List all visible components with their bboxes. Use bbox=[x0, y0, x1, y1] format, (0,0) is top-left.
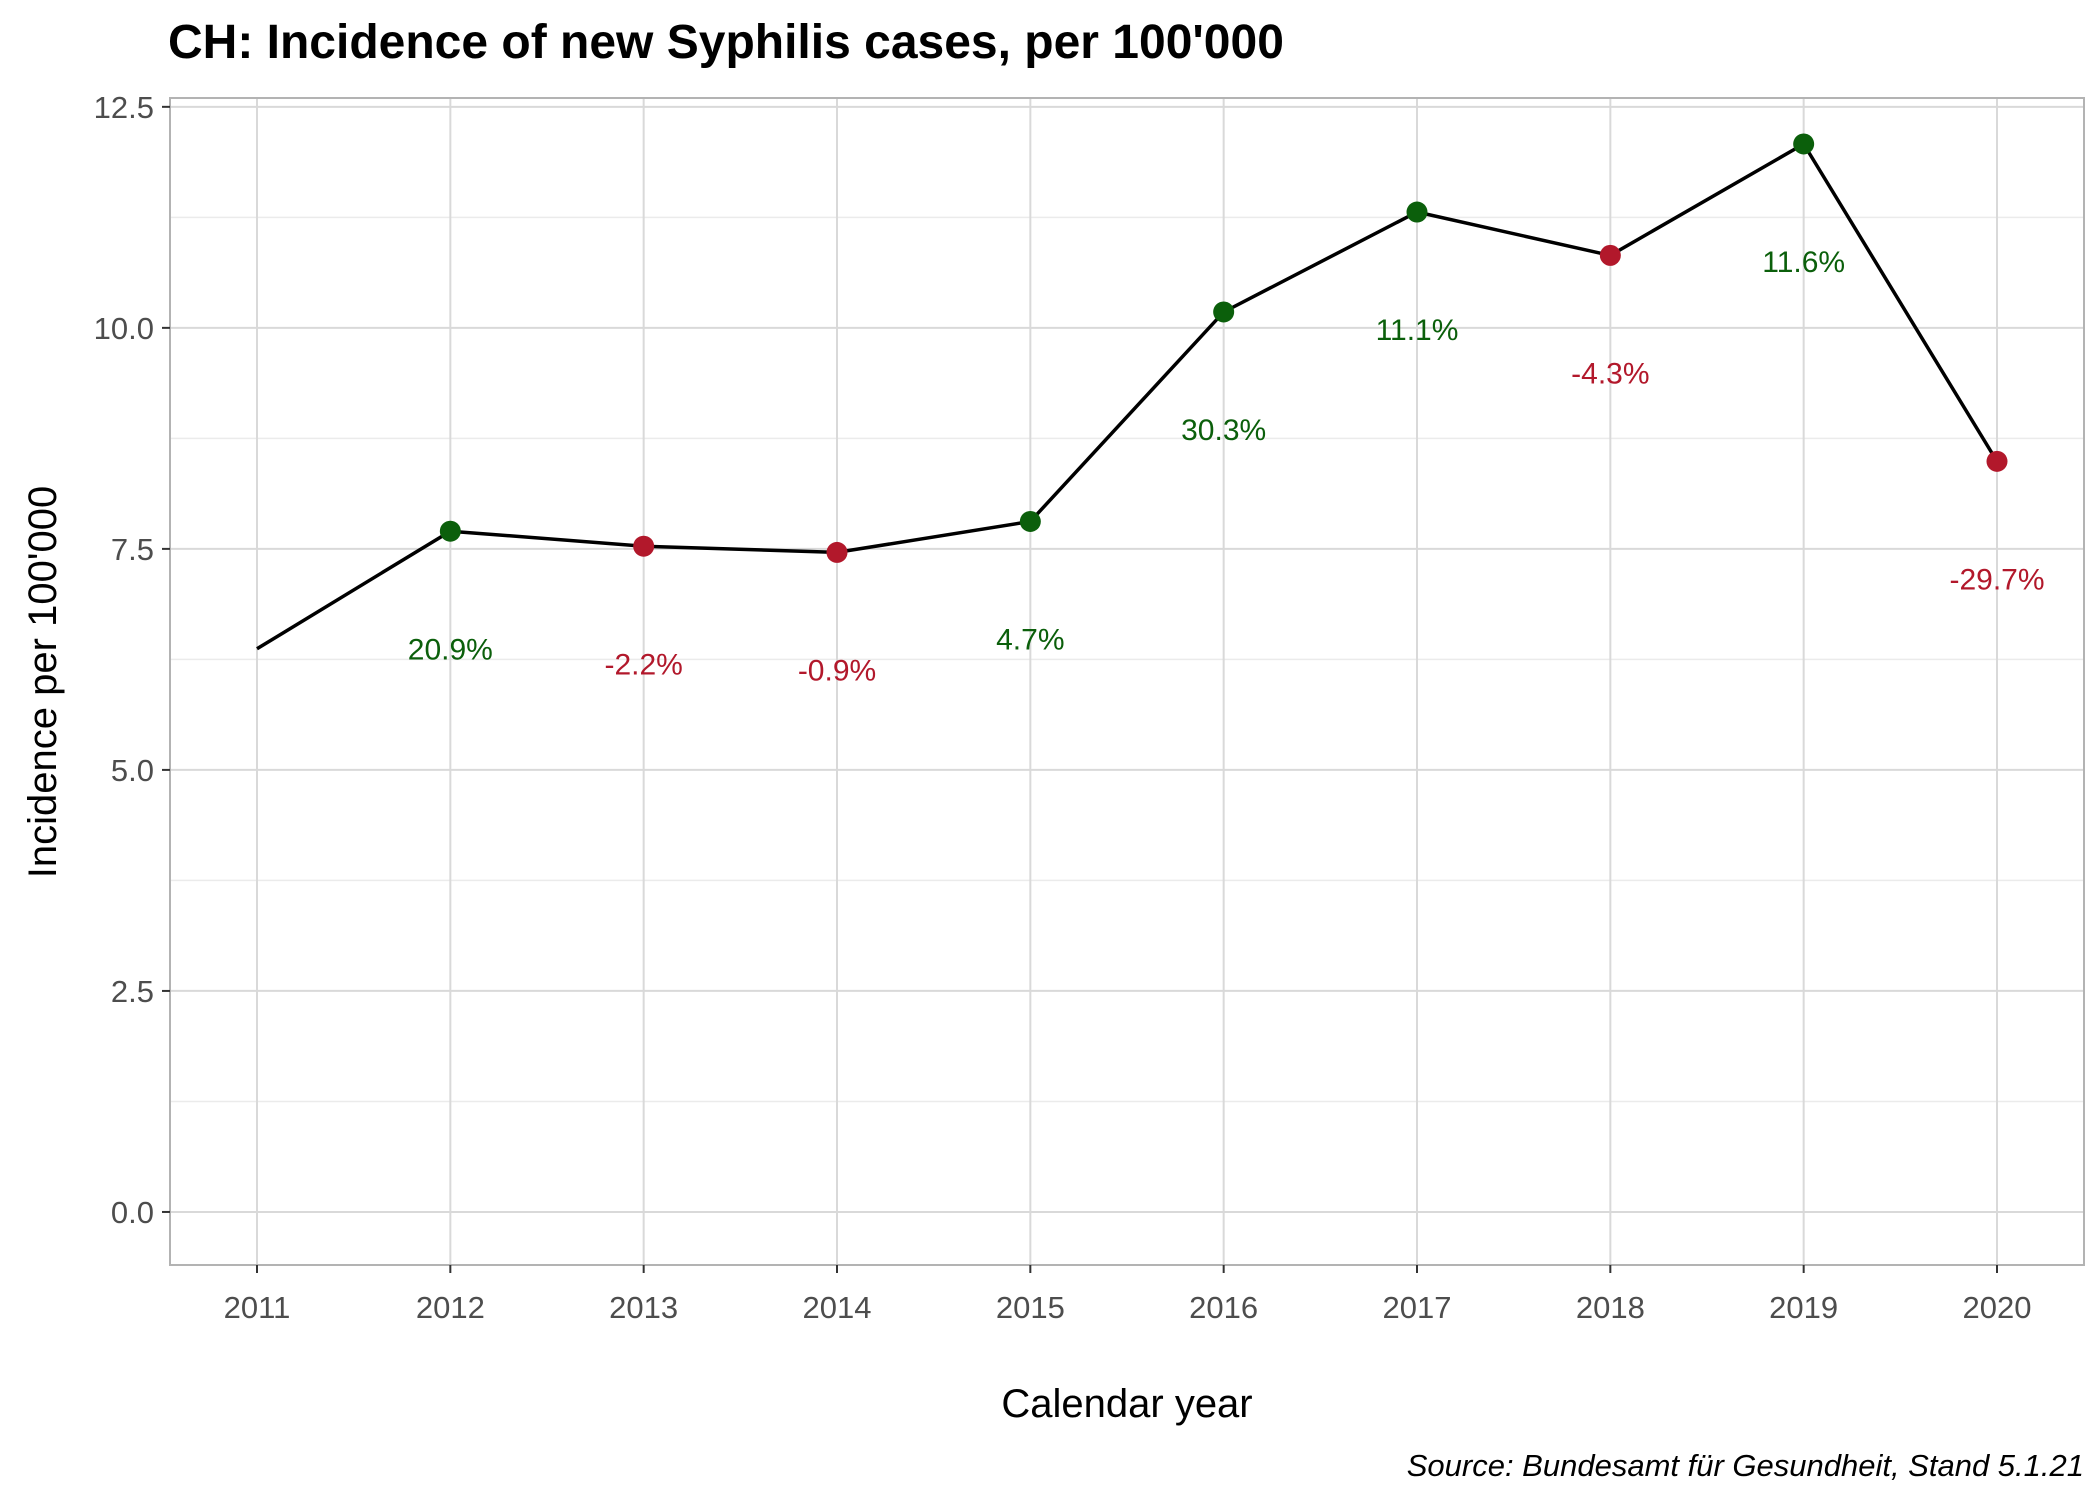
data-point-2018 bbox=[1599, 244, 1621, 266]
x-axis-title: Calendar year bbox=[1001, 1382, 1252, 1426]
series-layer bbox=[256, 133, 2008, 651]
data-point-2014 bbox=[826, 541, 848, 563]
data-point-2015 bbox=[1019, 510, 1041, 532]
change-label-2013: -2.2% bbox=[604, 648, 682, 681]
y-tick-label: 2.5 bbox=[111, 974, 154, 1009]
data-point-2016 bbox=[1213, 301, 1235, 323]
change-label-2018: -4.3% bbox=[1571, 358, 1649, 391]
x-tick-label: 2013 bbox=[609, 1290, 678, 1325]
x-tick-label: 2018 bbox=[1576, 1290, 1645, 1325]
change-label-2016: 30.3% bbox=[1181, 414, 1266, 447]
y-tick-label: 12.5 bbox=[94, 90, 154, 125]
change-label-2015: 4.7% bbox=[996, 624, 1064, 657]
y-axis-title: Incidence per 100'000 bbox=[21, 486, 65, 878]
change-labels: 20.9% -2.2% -0.9% 4.7% 30.3% 11.1% -4.3% 11.6% -… bbox=[408, 246, 2045, 687]
x-tick-label: 2012 bbox=[416, 1290, 485, 1325]
grid-lines bbox=[170, 98, 2084, 1265]
y-axis-ticks: 0.0 2.5 5.0 7.5 10.0 12.5 bbox=[94, 90, 170, 1230]
y-tick-label: 10.0 bbox=[94, 311, 154, 346]
data-point-2017 bbox=[1406, 201, 1428, 223]
x-tick-label: 2016 bbox=[1189, 1290, 1258, 1325]
data-point-2020 bbox=[1986, 450, 2008, 472]
data-point-2019 bbox=[1793, 133, 1815, 155]
x-axis-ticks: 2011 2012 2013 2014 2015 2016 2017 2018 2019 2020 bbox=[224, 1265, 2032, 1325]
change-label-2017: 11.1% bbox=[1376, 314, 1459, 347]
data-point-2012 bbox=[439, 520, 461, 542]
data-point-2013 bbox=[633, 535, 655, 557]
x-tick-label: 2020 bbox=[1963, 1290, 2032, 1325]
change-label-2019: 11.6% bbox=[1762, 246, 1845, 279]
x-tick-label: 2011 bbox=[224, 1290, 291, 1325]
chart-title: CH: Incidence of new Syphilis cases, per… bbox=[168, 16, 1284, 69]
change-label-2012: 20.9% bbox=[408, 633, 493, 666]
incidence-series-line bbox=[256, 142, 1999, 651]
x-tick-label: 2015 bbox=[996, 1290, 1065, 1325]
panel-border bbox=[169, 97, 2085, 1266]
change-label-2020: -29.7% bbox=[1949, 564, 2044, 597]
source-caption: Source: Bundesamt für Gesundheit, Stand … bbox=[1407, 1448, 2084, 1483]
change-label-2014: -0.9% bbox=[798, 655, 876, 688]
x-tick-label: 2017 bbox=[1383, 1290, 1452, 1325]
y-tick-label: 5.0 bbox=[111, 753, 154, 788]
y-tick-label: 0.0 bbox=[111, 1195, 154, 1230]
y-tick-label: 7.5 bbox=[111, 532, 154, 567]
x-tick-label: 2019 bbox=[1769, 1290, 1838, 1325]
x-tick-label: 2014 bbox=[803, 1290, 872, 1325]
